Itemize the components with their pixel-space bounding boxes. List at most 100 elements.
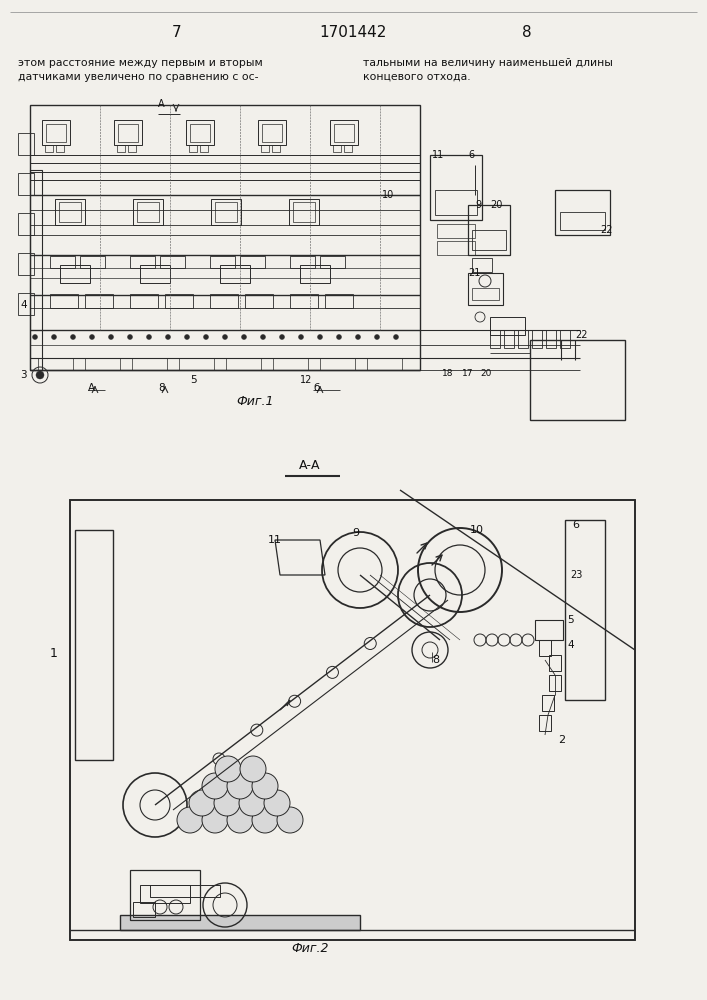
Text: 12: 12 — [300, 375, 312, 385]
Bar — [437, 224, 475, 238]
Bar — [334, 124, 354, 142]
Circle shape — [394, 334, 399, 340]
Bar — [118, 124, 138, 142]
Bar — [130, 294, 158, 308]
Text: 18: 18 — [442, 369, 453, 378]
Bar — [30, 170, 42, 370]
Bar — [70, 500, 635, 940]
Text: 11: 11 — [268, 535, 282, 545]
Bar — [300, 265, 330, 283]
Text: тальными на величину наименьшей длины
концевого отхода.: тальными на величину наименьшей длины ко… — [363, 58, 613, 82]
Text: 6: 6 — [572, 520, 579, 530]
Bar — [38, 358, 73, 370]
Text: 10: 10 — [382, 190, 395, 200]
Bar — [150, 885, 220, 897]
Bar — [128, 145, 136, 152]
Text: 11: 11 — [432, 150, 444, 160]
Text: 4: 4 — [567, 640, 573, 650]
Bar — [560, 212, 605, 230]
Bar — [542, 695, 554, 711]
Text: 3: 3 — [20, 370, 27, 380]
Bar — [490, 330, 500, 348]
Circle shape — [317, 334, 322, 340]
Bar — [18, 213, 34, 235]
Text: Фиг.1: Фиг.1 — [236, 395, 274, 408]
Text: 20: 20 — [480, 369, 491, 378]
Bar — [117, 145, 125, 152]
Bar — [333, 145, 341, 152]
Circle shape — [90, 334, 95, 340]
Bar — [59, 202, 81, 222]
Circle shape — [185, 334, 189, 340]
Text: 17: 17 — [462, 369, 474, 378]
Text: 1: 1 — [50, 647, 58, 660]
Bar — [226, 358, 261, 370]
Circle shape — [356, 334, 361, 340]
Text: 9: 9 — [475, 200, 481, 210]
Bar — [532, 330, 542, 348]
Text: б: б — [313, 383, 320, 393]
Bar — [518, 330, 528, 348]
Bar — [560, 330, 570, 348]
Circle shape — [242, 334, 247, 340]
Bar — [546, 330, 556, 348]
Bar — [133, 199, 163, 225]
Bar — [190, 124, 210, 142]
Bar — [325, 294, 353, 308]
Bar — [132, 358, 167, 370]
Bar — [330, 120, 358, 145]
Bar — [261, 145, 269, 152]
Bar — [530, 340, 625, 420]
Bar — [60, 265, 90, 283]
Bar — [186, 120, 214, 145]
Bar — [240, 256, 265, 268]
Text: 5: 5 — [190, 375, 197, 385]
Circle shape — [239, 790, 265, 816]
Bar — [472, 258, 492, 272]
Bar — [320, 358, 355, 370]
Circle shape — [223, 334, 228, 340]
Circle shape — [279, 334, 284, 340]
Bar — [114, 120, 142, 145]
Circle shape — [71, 334, 76, 340]
Bar — [45, 145, 53, 152]
Bar — [539, 640, 551, 656]
Bar — [80, 256, 105, 268]
Circle shape — [298, 334, 303, 340]
Text: 21: 21 — [468, 268, 480, 278]
Circle shape — [204, 334, 209, 340]
Bar — [140, 265, 170, 283]
Circle shape — [227, 807, 253, 833]
Bar — [220, 265, 250, 283]
Circle shape — [264, 790, 290, 816]
Bar — [215, 202, 237, 222]
Bar — [437, 241, 475, 255]
Bar — [367, 358, 402, 370]
Bar — [85, 358, 120, 370]
Bar — [472, 230, 506, 250]
Text: 5: 5 — [567, 615, 573, 625]
Bar — [70, 500, 635, 940]
Bar — [320, 256, 345, 268]
Circle shape — [33, 334, 37, 340]
Text: 9: 9 — [352, 528, 359, 538]
Circle shape — [108, 334, 114, 340]
Text: 7: 7 — [173, 25, 182, 40]
Circle shape — [202, 807, 228, 833]
Bar — [430, 155, 482, 220]
Text: 1701442: 1701442 — [320, 25, 387, 40]
Circle shape — [202, 773, 228, 799]
Text: этом расстояние между первым и вторым
датчиками увеличено по сравнению с ос-: этом расстояние между первым и вторым да… — [18, 58, 263, 82]
Text: А: А — [88, 383, 95, 393]
Bar — [50, 294, 78, 308]
Bar — [468, 273, 503, 305]
Bar — [130, 256, 155, 268]
Circle shape — [227, 773, 253, 799]
Bar — [140, 885, 190, 903]
Bar — [490, 317, 525, 335]
Text: А: А — [158, 99, 165, 109]
Text: 4: 4 — [20, 300, 27, 310]
Bar — [555, 190, 610, 235]
Circle shape — [375, 334, 380, 340]
Text: Фиг.2: Фиг.2 — [291, 942, 329, 955]
